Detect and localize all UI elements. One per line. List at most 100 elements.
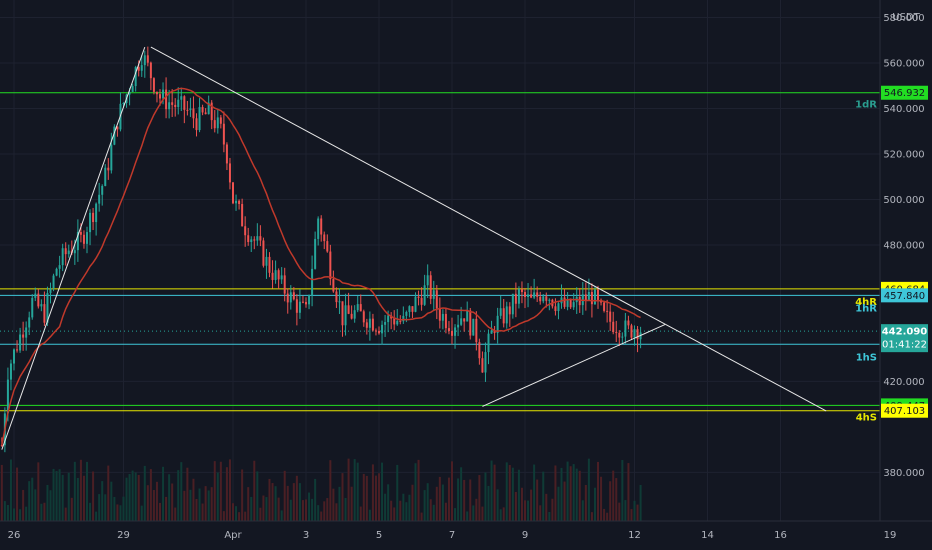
volume-bar xyxy=(122,496,125,521)
volume-bar xyxy=(587,458,590,521)
candle-body xyxy=(414,296,417,312)
volume-bar xyxy=(487,485,490,521)
candle-body xyxy=(347,305,350,314)
candle-body xyxy=(98,194,101,204)
level-name: 1hS xyxy=(856,352,877,363)
candle-body xyxy=(627,320,630,326)
volume-bar xyxy=(49,490,52,521)
volume-bar xyxy=(344,497,347,521)
volume-bar xyxy=(557,486,560,521)
volume-bar xyxy=(107,465,110,521)
volume-bar xyxy=(189,489,192,521)
candle-body xyxy=(40,304,43,307)
volume-bar xyxy=(165,496,168,521)
level-price-tag xyxy=(881,403,928,418)
volume-bar xyxy=(82,475,85,521)
volume-bar xyxy=(22,489,25,521)
candle-body xyxy=(618,332,621,338)
candle-body xyxy=(168,102,171,110)
volume-bar xyxy=(146,485,149,521)
volume-bar xyxy=(590,512,593,521)
volume-bar xyxy=(539,505,542,521)
candle-body xyxy=(305,302,308,305)
volume-bar xyxy=(268,478,271,521)
grid xyxy=(0,0,891,521)
volume-bar xyxy=(593,487,596,521)
volume-bar xyxy=(262,495,265,521)
volume-bar xyxy=(210,487,213,521)
candle-body xyxy=(320,218,323,235)
price-axis[interactable]: USDT 580.000 560.000 540.000 520.000 500.000… xyxy=(879,0,932,521)
candle-body xyxy=(371,318,374,331)
trendline[interactable] xyxy=(150,46,827,412)
volume-bar xyxy=(238,512,241,521)
volume-bar xyxy=(116,504,119,521)
candle-body xyxy=(557,303,560,312)
price-tick-label: 540.000 xyxy=(883,104,924,115)
current-price-text: 442.090 xyxy=(882,327,928,338)
trendline[interactable] xyxy=(482,324,666,407)
candle-body xyxy=(636,329,639,340)
volume-bar xyxy=(162,466,165,521)
candle-body xyxy=(466,310,469,322)
candle-body xyxy=(502,308,505,324)
volume-bar xyxy=(447,477,450,521)
candle-body xyxy=(34,293,37,298)
candle-body xyxy=(487,333,490,353)
volume-bar xyxy=(472,505,475,521)
time-tick-label: 3 xyxy=(303,530,309,541)
candle-body xyxy=(244,226,247,236)
candle-body xyxy=(295,299,298,313)
candle-body xyxy=(49,288,52,294)
volume-bar xyxy=(323,501,326,521)
time-axis-ticks: 26 29 Apr 3 5 7 9 12 14 16 19 xyxy=(8,530,897,541)
level-name: 4hR xyxy=(855,297,877,308)
candle-body xyxy=(311,268,314,296)
volume-bar xyxy=(402,493,405,521)
volume-bar xyxy=(149,469,152,521)
volume-bar xyxy=(466,511,469,521)
candle-body xyxy=(171,102,174,105)
time-tick-label: 29 xyxy=(117,530,130,541)
candle-body xyxy=(134,67,137,87)
trendlines[interactable] xyxy=(1,46,827,450)
candle-body xyxy=(165,89,168,110)
candle-body xyxy=(374,330,377,332)
candle-body xyxy=(19,334,22,351)
candle-body xyxy=(274,270,277,280)
candle-body xyxy=(396,320,399,325)
volume-bar xyxy=(441,484,444,521)
volume-bar xyxy=(457,478,460,521)
volume-bar xyxy=(572,464,575,521)
volume-bar xyxy=(469,479,472,521)
candle-body xyxy=(140,65,143,71)
candle-body xyxy=(76,232,79,251)
candle-body xyxy=(578,296,581,306)
volume-bar xyxy=(347,458,350,521)
candle-body xyxy=(505,306,508,324)
volume-bar xyxy=(247,487,250,521)
trendline[interactable] xyxy=(1,46,146,450)
time-tick-label: 19 xyxy=(884,530,897,541)
candle-body xyxy=(402,315,405,322)
candle-body xyxy=(195,118,198,131)
volume-bar xyxy=(320,511,323,521)
candle-body xyxy=(517,289,520,304)
volume-bar xyxy=(308,492,311,521)
candle-body xyxy=(79,232,82,235)
volume-bar xyxy=(73,461,76,521)
volume-bar xyxy=(198,488,201,521)
volume-bar xyxy=(292,483,295,521)
candle-body xyxy=(527,294,530,297)
volume-bar xyxy=(295,475,298,521)
candle-body xyxy=(13,349,15,364)
candle-body xyxy=(137,67,140,71)
candle-body xyxy=(216,117,219,129)
volume-bar xyxy=(207,490,210,521)
volume-bar xyxy=(79,459,82,521)
time-axis[interactable]: 26 29 Apr 3 5 7 9 12 14 16 19 xyxy=(0,520,932,550)
volume-bar xyxy=(429,499,432,521)
candle-body xyxy=(268,256,271,273)
